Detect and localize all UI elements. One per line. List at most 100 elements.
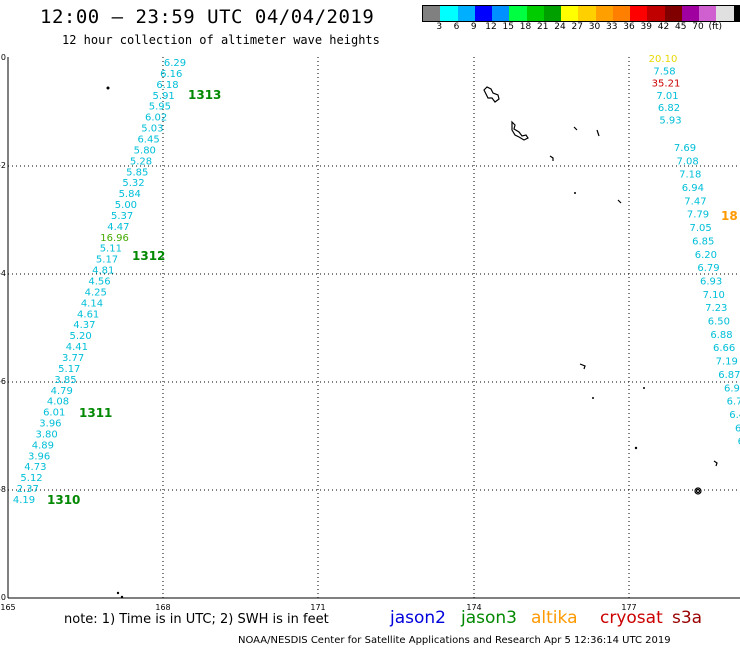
wave-height-value: 16.96 <box>100 233 129 244</box>
wave-height-value: 6.18 <box>156 80 178 91</box>
track-time-label: 1310 <box>47 493 80 507</box>
color-scale-label: 39 <box>640 22 652 32</box>
wave-height-value: 7.19 <box>716 357 738 368</box>
color-swatch <box>561 6 579 21</box>
island-outlines <box>483 86 718 495</box>
wave-height-value: 6.94 <box>682 183 704 194</box>
wave-height-value: 6.66 <box>713 343 735 354</box>
x-axis-ticks: 165 168 171 174 177 <box>0 603 636 612</box>
color-swatch <box>647 6 665 21</box>
color-scale-label: 21 <box>537 22 549 32</box>
wave-height-value: 3.96 <box>39 419 61 430</box>
y-tick-label: -6 <box>0 377 6 386</box>
wave-height-value: 4.47 <box>107 222 129 233</box>
color-swatch <box>423 6 441 21</box>
wave-height-value: 3.77 <box>62 353 84 364</box>
color-swatch <box>733 6 740 21</box>
wave-height-value: 6.9 <box>724 383 740 394</box>
color-swatch <box>543 6 561 21</box>
wave-height-value: 7.69 <box>674 143 696 154</box>
wave-height-value: 5.84 <box>119 189 141 200</box>
color-scale-label: 6 <box>453 22 460 32</box>
wave-height-value: 20.10 <box>649 54 678 65</box>
wave-height-value: 4.14 <box>81 298 103 309</box>
color-scale-label: 33 <box>606 22 618 32</box>
wave-height-value: 4.19 <box>13 495 35 506</box>
wave-height-value: 4.25 <box>85 287 107 298</box>
wave-height-value: 7.05 <box>690 223 712 234</box>
y-tick-label: -4 <box>0 269 6 278</box>
wave-height-value: 6.7 <box>727 397 740 408</box>
y-tick-label: -10 <box>0 593 6 602</box>
wave-height-value: 6.45 <box>137 134 159 145</box>
wave-height-value: 35.21 <box>652 79 681 90</box>
wave-height-value: 6. <box>735 423 740 434</box>
track-time-label: 18 <box>721 209 738 223</box>
wave-height-value: 6.4 <box>729 410 740 421</box>
page-title: 12:00 – 23:59 UTC 04/04/2019 <box>40 6 375 28</box>
wave-height-value: 6.88 <box>710 330 732 341</box>
island-outline <box>573 126 578 131</box>
wave-height-value: 4.08 <box>47 397 69 408</box>
color-scale-label: 70 <box>692 22 704 32</box>
color-swatch <box>716 6 734 21</box>
wave-height-value: 7.08 <box>676 156 698 167</box>
wave-height-value: 6.87 <box>718 370 740 381</box>
wave-height-value: 3.80 <box>36 429 58 440</box>
wave-height-value: 7.79 <box>687 210 709 221</box>
left-track: 6.296.166.185.915.956.025.036.455.805.28… <box>13 58 222 507</box>
wave-height-value: 5.03 <box>141 124 163 135</box>
island-dot <box>634 446 638 450</box>
color-scale-label: 18 <box>519 22 532 32</box>
wave-height-value: 5.85 <box>126 167 148 178</box>
island-outline <box>511 120 529 141</box>
wave-height-value: 4.81 <box>92 266 114 277</box>
satellite-label-altika: altika <box>531 608 578 628</box>
wave-height-value: 6.50 <box>708 317 730 328</box>
x-tick-label: 174 <box>466 603 481 612</box>
island-dot <box>574 192 576 194</box>
wave-height-value: 5.17 <box>58 364 80 375</box>
color-scale-label: 12 <box>485 22 497 32</box>
wave-height-value: 6.79 <box>697 263 719 274</box>
wave-height-value: 5.20 <box>69 331 91 342</box>
island-outline <box>713 460 718 467</box>
footer-credit: NOAA/NESDIS Center for Satellite Applica… <box>238 635 671 646</box>
wave-height-value: 6.85 <box>692 236 714 247</box>
color-swatch <box>492 6 510 21</box>
wave-height-value: 3.85 <box>54 375 76 386</box>
satellite-label-jason3: jason3 <box>461 608 517 628</box>
x-tick-label: 165 <box>0 603 15 612</box>
wave-height-value: 7.01 <box>656 91 678 102</box>
page-subtitle: 12 hour collection of altimeter wave hei… <box>62 33 380 47</box>
color-scale-label: 3 <box>436 22 443 32</box>
wave-height-value: 5.11 <box>100 244 122 255</box>
island-dot <box>106 86 110 90</box>
color-scale-label: 24 <box>554 22 566 32</box>
track-time-label: 1313 <box>188 88 221 102</box>
island-dot <box>116 591 120 595</box>
wave-height-value: 3.96 <box>28 451 50 462</box>
color-swatch <box>699 6 717 21</box>
wave-height-value: 6.29 <box>164 58 186 69</box>
y-tick-label: -8 <box>0 485 6 494</box>
wave-height-value: 6.16 <box>160 69 182 80</box>
track-time-label: 1311 <box>79 406 112 420</box>
color-scale-label: 30 <box>588 22 601 32</box>
island-dot <box>120 595 124 599</box>
color-scale-label: 9 <box>470 22 477 32</box>
wave-height-value: 5.32 <box>122 178 144 189</box>
color-swatch <box>681 6 699 21</box>
color-swatch <box>664 6 682 21</box>
satellite-label-s3a: s3a <box>672 608 703 628</box>
color-scale-label: 15 <box>502 22 514 32</box>
wave-height-value: 7.58 <box>653 66 675 77</box>
wave-height-value: 6.20 <box>695 250 717 261</box>
y-tick-label: -2 <box>0 161 6 170</box>
island-outline <box>483 86 500 103</box>
wave-height-value: 5.80 <box>134 145 156 156</box>
island-outline <box>549 155 554 161</box>
wave-height-value: 6. <box>738 437 740 448</box>
satellite-label-jason2: jason2 <box>390 608 446 628</box>
